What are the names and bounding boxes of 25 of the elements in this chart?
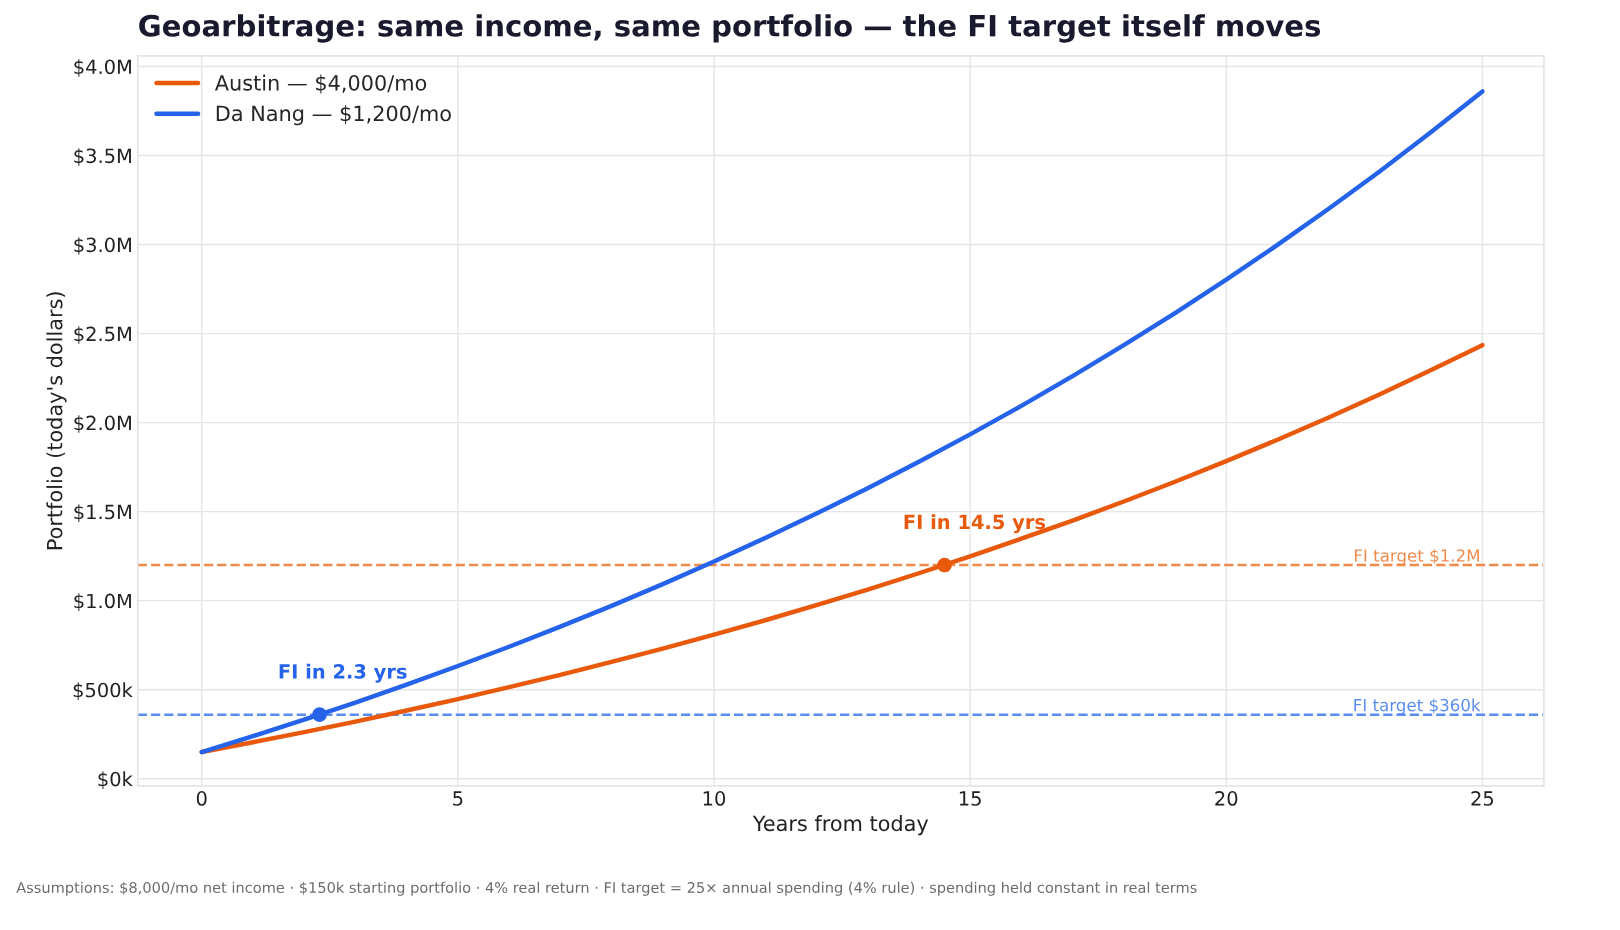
ref-line-label: FI target $360k <box>1354 698 1481 715</box>
text: Assumptions: $8,000/mo net income · $150k starting portfolio · 4% real return · FI target = 25× annual spending (4% rule) · spending held constant in real terms <box>16 881 1197 896</box>
legend-label: Da Nang — $1,200/mo <box>216 105 451 126</box>
y-tick-label: $4.0M <box>74 59 131 77</box>
legend-label: Austin — $4,000/mo <box>214 74 427 94</box>
x-tick-label: 10 <box>703 791 726 806</box>
y-tick-label: $500k <box>73 682 133 700</box>
y-tick-label: $1.5M <box>74 504 131 522</box>
y-tick-label: $3.0M <box>74 237 131 255</box>
y-axis-title: Portfolio (today's dollars) <box>46 292 67 550</box>
x-tick-label: 0 <box>196 791 207 806</box>
x-tick-label: 15 <box>959 791 981 806</box>
x-tick-label: 5 <box>453 791 463 806</box>
ref-line-label: FI target $1.2M <box>1354 548 1479 566</box>
y-tick-label: $2.5M <box>74 326 131 344</box>
x-axis-title: Years from today <box>752 815 929 836</box>
chart-title: Geoarbitrage: same income, same portfolio — the FI target itself moves <box>139 14 1321 43</box>
x-tick-label: 25 <box>1471 791 1494 806</box>
x-tick-label: 20 <box>1215 791 1238 806</box>
y-tick-label: $1.0M <box>74 593 131 611</box>
annotation: FI in 14.5 yrs <box>904 514 1046 534</box>
y-tick-label: $0k <box>98 771 133 789</box>
annotation: FI in 2.3 yrs <box>279 663 407 683</box>
y-tick-label: $3.5M <box>74 148 131 166</box>
y-tick-label: $2.0M <box>74 415 131 433</box>
